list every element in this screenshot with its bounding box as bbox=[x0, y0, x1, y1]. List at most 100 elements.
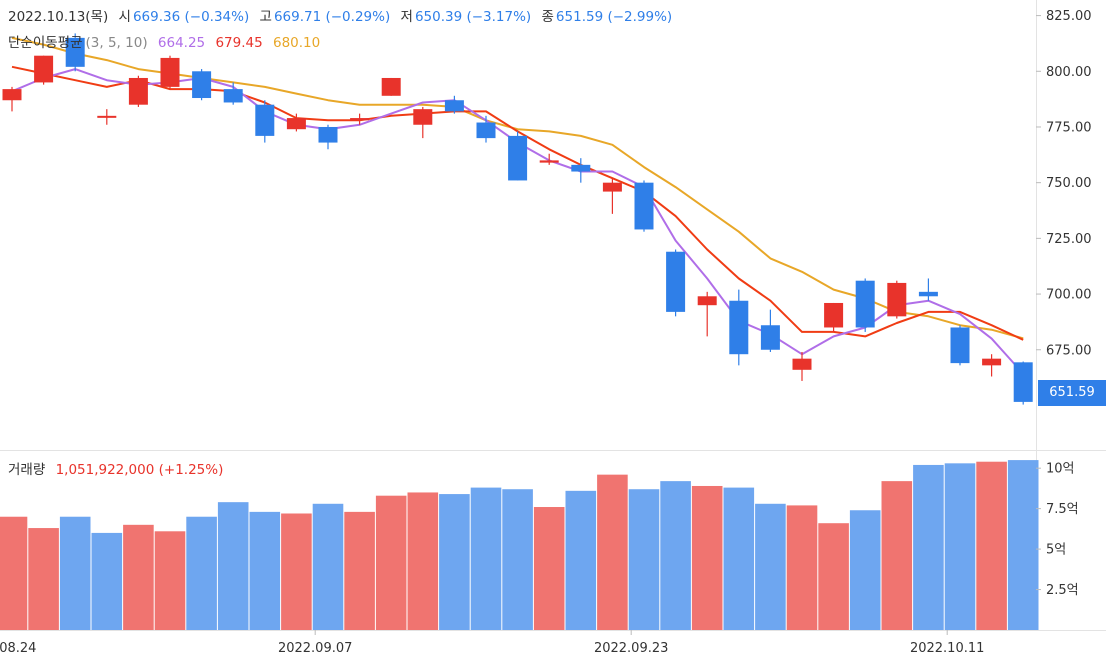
volume-axis: 10억 7.5억 5억 2.5억 bbox=[1036, 462, 1079, 598]
price-tick-label: 700.00 bbox=[1046, 288, 1092, 303]
volume-bar bbox=[91, 532, 123, 630]
volume-bar bbox=[217, 502, 249, 630]
volume-bar bbox=[597, 474, 628, 630]
candle-body bbox=[634, 182, 654, 230]
volume-bar bbox=[312, 503, 344, 630]
candle-body bbox=[97, 115, 117, 118]
candle-body bbox=[855, 280, 875, 328]
volume-bar bbox=[28, 528, 59, 630]
candle-body bbox=[2, 89, 22, 101]
volume-header: 거래량 1,051,922,000 (+1.25%) bbox=[8, 458, 229, 478]
volume-bar bbox=[0, 516, 28, 630]
candle-body bbox=[760, 325, 780, 350]
candle-body bbox=[792, 358, 812, 370]
candle-body bbox=[1013, 362, 1033, 402]
ma-header[interactable]: 단순이동평균 (3, 5, 10) 664.25 679.45 680.10 bbox=[8, 31, 326, 51]
candle-body bbox=[286, 118, 306, 130]
ma5-line bbox=[11, 65, 1024, 341]
candle-body bbox=[318, 126, 338, 143]
volume-bar bbox=[723, 487, 755, 630]
candle-body bbox=[950, 327, 970, 364]
volume-bar bbox=[755, 503, 786, 630]
candle-body bbox=[444, 100, 464, 112]
candle-body bbox=[223, 89, 243, 103]
low-label: 저 bbox=[400, 9, 413, 25]
volume-tick-label: 7.5억 bbox=[1046, 502, 1079, 517]
candlesticks bbox=[2, 33, 1033, 405]
candle-body bbox=[982, 358, 1002, 366]
volume-bar bbox=[123, 524, 154, 630]
candle-body bbox=[824, 302, 844, 328]
candle-body bbox=[602, 182, 622, 192]
ma10-line bbox=[11, 36, 1024, 340]
volume-bar bbox=[628, 489, 660, 630]
candle-body bbox=[128, 77, 148, 105]
volume-bar bbox=[344, 511, 375, 630]
candle-body bbox=[666, 251, 686, 312]
close-value: 651.59 (−2.99%) bbox=[555, 9, 673, 25]
low-value: 650.39 (−3.17%) bbox=[414, 9, 532, 25]
volume-bar bbox=[881, 481, 913, 630]
price-axis: 825.00 800.00 775.00 750.00 725.00 700.00 675.… bbox=[1036, 9, 1092, 358]
volume-bar bbox=[786, 505, 818, 630]
ma-params: (3, 5, 10) bbox=[85, 35, 148, 51]
ma-label: 단순이동평균 bbox=[8, 35, 83, 51]
volume-bar bbox=[59, 516, 91, 630]
candle-body bbox=[34, 55, 54, 83]
ma3-line bbox=[11, 68, 1024, 375]
price-tick-label: 725.00 bbox=[1046, 232, 1092, 247]
volume-label: 거래량 bbox=[8, 462, 46, 478]
candle-body bbox=[571, 164, 591, 172]
candle-body bbox=[350, 118, 370, 121]
ohlc-header: 2022.10.13(목) 시 669.36 (−0.34%) 고 669.71 (… bbox=[8, 5, 678, 25]
candle-body bbox=[413, 109, 433, 125]
ma10-value: 680.10 bbox=[272, 35, 321, 51]
close-label: 종 bbox=[541, 9, 554, 25]
candle-body bbox=[160, 57, 180, 87]
date-tick-label: 2022.09.07 bbox=[278, 641, 352, 656]
volume-bar bbox=[818, 523, 849, 630]
candle-body bbox=[918, 291, 938, 297]
volume-bars bbox=[0, 460, 1039, 630]
candle-body bbox=[476, 122, 496, 139]
price-tick-label: 800.00 bbox=[1046, 65, 1092, 80]
volume-bar bbox=[439, 494, 470, 630]
ma5-value: 679.45 bbox=[215, 35, 263, 51]
candle-body bbox=[887, 282, 907, 317]
date-tick-label: 2022.08.24 bbox=[0, 641, 36, 656]
ma3-value: 664.25 bbox=[157, 35, 206, 51]
volume-bar bbox=[502, 489, 533, 630]
current-price-tag: 651.59 bbox=[1038, 380, 1106, 406]
candle-body bbox=[381, 77, 401, 96]
volume-bar bbox=[249, 511, 281, 630]
volume-bar bbox=[375, 495, 407, 630]
date-label: 2022.10.13(목) bbox=[8, 9, 109, 25]
date-tick-label: 2022.10.11 bbox=[910, 641, 984, 656]
volume-bar bbox=[407, 492, 439, 630]
date-axis: 2022.08.24 2022.09.07 2022.09.23 2022.10.11 bbox=[0, 630, 984, 656]
volume-bar bbox=[691, 485, 723, 630]
price-tick-label: 825.00 bbox=[1046, 9, 1092, 24]
volume-bar bbox=[186, 516, 217, 630]
open-value: 669.36 (−0.34%) bbox=[132, 9, 250, 25]
volume-bar bbox=[1007, 460, 1039, 630]
volume-tick-label: 5억 bbox=[1046, 543, 1066, 558]
high-value: 669.71 (−0.29%) bbox=[273, 9, 391, 25]
candle-body bbox=[508, 135, 528, 181]
open-label: 시 bbox=[118, 9, 131, 25]
volume-bar bbox=[470, 487, 502, 630]
price-tick-label: 675.00 bbox=[1046, 343, 1092, 358]
price-tick-label: 750.00 bbox=[1046, 176, 1092, 191]
date-tick-label: 2022.09.23 bbox=[594, 641, 668, 656]
volume-bar bbox=[533, 507, 565, 630]
price-tick-label: 775.00 bbox=[1046, 120, 1092, 135]
volume-bar bbox=[154, 531, 186, 630]
volume-value: 1,051,922,000 (+1.25%) bbox=[55, 462, 224, 478]
volume-bar bbox=[913, 464, 944, 630]
high-label: 고 bbox=[259, 9, 272, 25]
candle-body bbox=[539, 160, 559, 163]
volume-bar bbox=[976, 461, 1007, 630]
volume-bar bbox=[660, 481, 691, 630]
candle-body bbox=[255, 104, 275, 136]
